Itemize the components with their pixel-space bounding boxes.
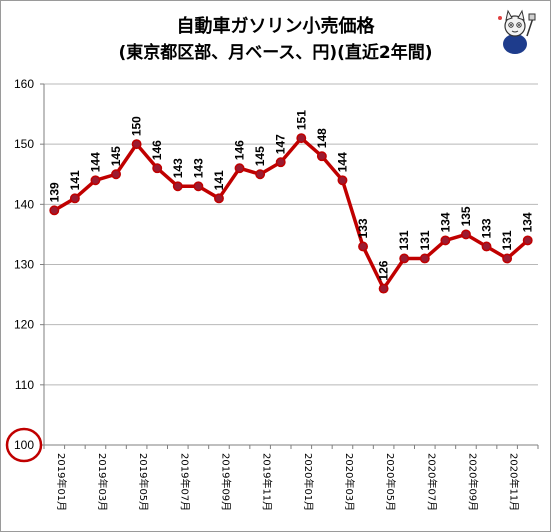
y-axis-ticks: 100 110 120 130 140 150 160 — [14, 77, 44, 452]
data-point-marker — [275, 157, 286, 168]
x-tick-label: 2020年11月 — [508, 453, 521, 511]
data-label: 133 — [480, 218, 494, 238]
data-label: 143 — [171, 158, 185, 178]
grid — [44, 83, 538, 386]
x-axis-ticks: 2019年01月 2019年03月 2019年05月 2019年07月 2019年09月… — [43, 445, 539, 511]
chart-subtitle: (東京都区部、月ベース、円)(直近2年間) — [118, 43, 433, 63]
x-tick-label: 2019年07月 — [178, 453, 191, 511]
data-label: 131 — [418, 230, 432, 250]
data-label: 141 — [212, 170, 226, 190]
data-point-marker — [337, 175, 348, 186]
data-label: 134 — [521, 212, 535, 232]
x-tick-label: 2019年01月 — [55, 453, 68, 511]
data-label: 146 — [150, 140, 164, 160]
data-label: 145 — [253, 146, 267, 166]
y-tick-label: 150 — [14, 137, 34, 151]
markers — [49, 133, 533, 294]
data-point-marker — [214, 193, 224, 204]
data-point-marker — [296, 133, 307, 144]
cat-mascot-icon — [498, 9, 536, 54]
data-point-marker — [378, 283, 389, 294]
data-point-marker — [502, 253, 513, 264]
x-tick-label: 2020年07月 — [425, 453, 438, 511]
data-labels: 139 141 144 145 150 146 143 143 141 146 145 147 151 1… — [47, 110, 534, 281]
y-tick-label: 110 — [15, 378, 34, 392]
x-tick-label: 2020年03月 — [343, 453, 356, 511]
data-label: 141 — [68, 170, 82, 190]
data-point-marker — [481, 241, 492, 252]
x-tick-label: 2020年09月 — [466, 453, 479, 511]
data-point-marker — [69, 193, 80, 204]
chart-title: 自動車ガソリン小売価格 — [176, 16, 375, 37]
y-axis-baseline-highlight-circle — [5, 427, 43, 463]
data-point-marker — [522, 235, 533, 246]
data-point-marker — [419, 253, 430, 264]
x-tick-label: 2019年09月 — [219, 453, 232, 511]
data-label: 144 — [88, 152, 102, 172]
data-label: 131 — [500, 230, 514, 250]
y-tick-label: 130 — [14, 258, 34, 272]
data-point-marker — [131, 139, 142, 150]
data-point-marker — [193, 181, 204, 192]
data-label: 150 — [130, 116, 144, 136]
data-label: 147 — [274, 134, 288, 154]
data-point-marker — [234, 163, 245, 174]
data-label: 139 — [47, 182, 61, 202]
data-point-marker — [152, 163, 163, 174]
x-tick-label: 2020年01月 — [302, 453, 315, 511]
y-tick-label: 120 — [14, 318, 34, 332]
data-point-marker — [316, 151, 327, 162]
x-tick-label: 2019年03月 — [96, 453, 109, 511]
data-point-marker — [358, 241, 368, 252]
y-tick-label: 140 — [14, 197, 34, 211]
y-tick-label: 100 — [14, 438, 34, 452]
data-point-marker — [172, 181, 183, 192]
data-label: 145 — [109, 146, 123, 166]
data-point-marker — [255, 169, 266, 180]
data-point-marker — [90, 175, 101, 186]
data-point-marker — [440, 235, 451, 246]
data-point-marker — [399, 253, 410, 264]
data-label: 144 — [335, 152, 349, 172]
data-label: 143 — [191, 158, 205, 178]
x-tick-label: 2020年05月 — [384, 453, 397, 511]
data-label: 133 — [356, 218, 370, 238]
x-tick-label: 2019年11月 — [261, 453, 274, 511]
data-label: 146 — [233, 140, 247, 160]
data-label: 126 — [377, 260, 391, 280]
data-label: 148 — [315, 128, 329, 148]
x-tick-label: 2019年05月 — [137, 453, 150, 511]
series-line-layer — [52, 136, 530, 291]
data-label: 131 — [397, 230, 411, 250]
y-tick-label: 160 — [14, 77, 34, 91]
data-point-marker — [111, 169, 121, 180]
data-label: 134 — [438, 212, 452, 232]
data-point-marker — [49, 205, 60, 216]
series-line — [52, 136, 530, 291]
highlight — [5, 427, 43, 463]
data-label: 135 — [459, 206, 473, 226]
data-label: 151 — [294, 110, 308, 130]
data-point-marker — [461, 229, 471, 240]
